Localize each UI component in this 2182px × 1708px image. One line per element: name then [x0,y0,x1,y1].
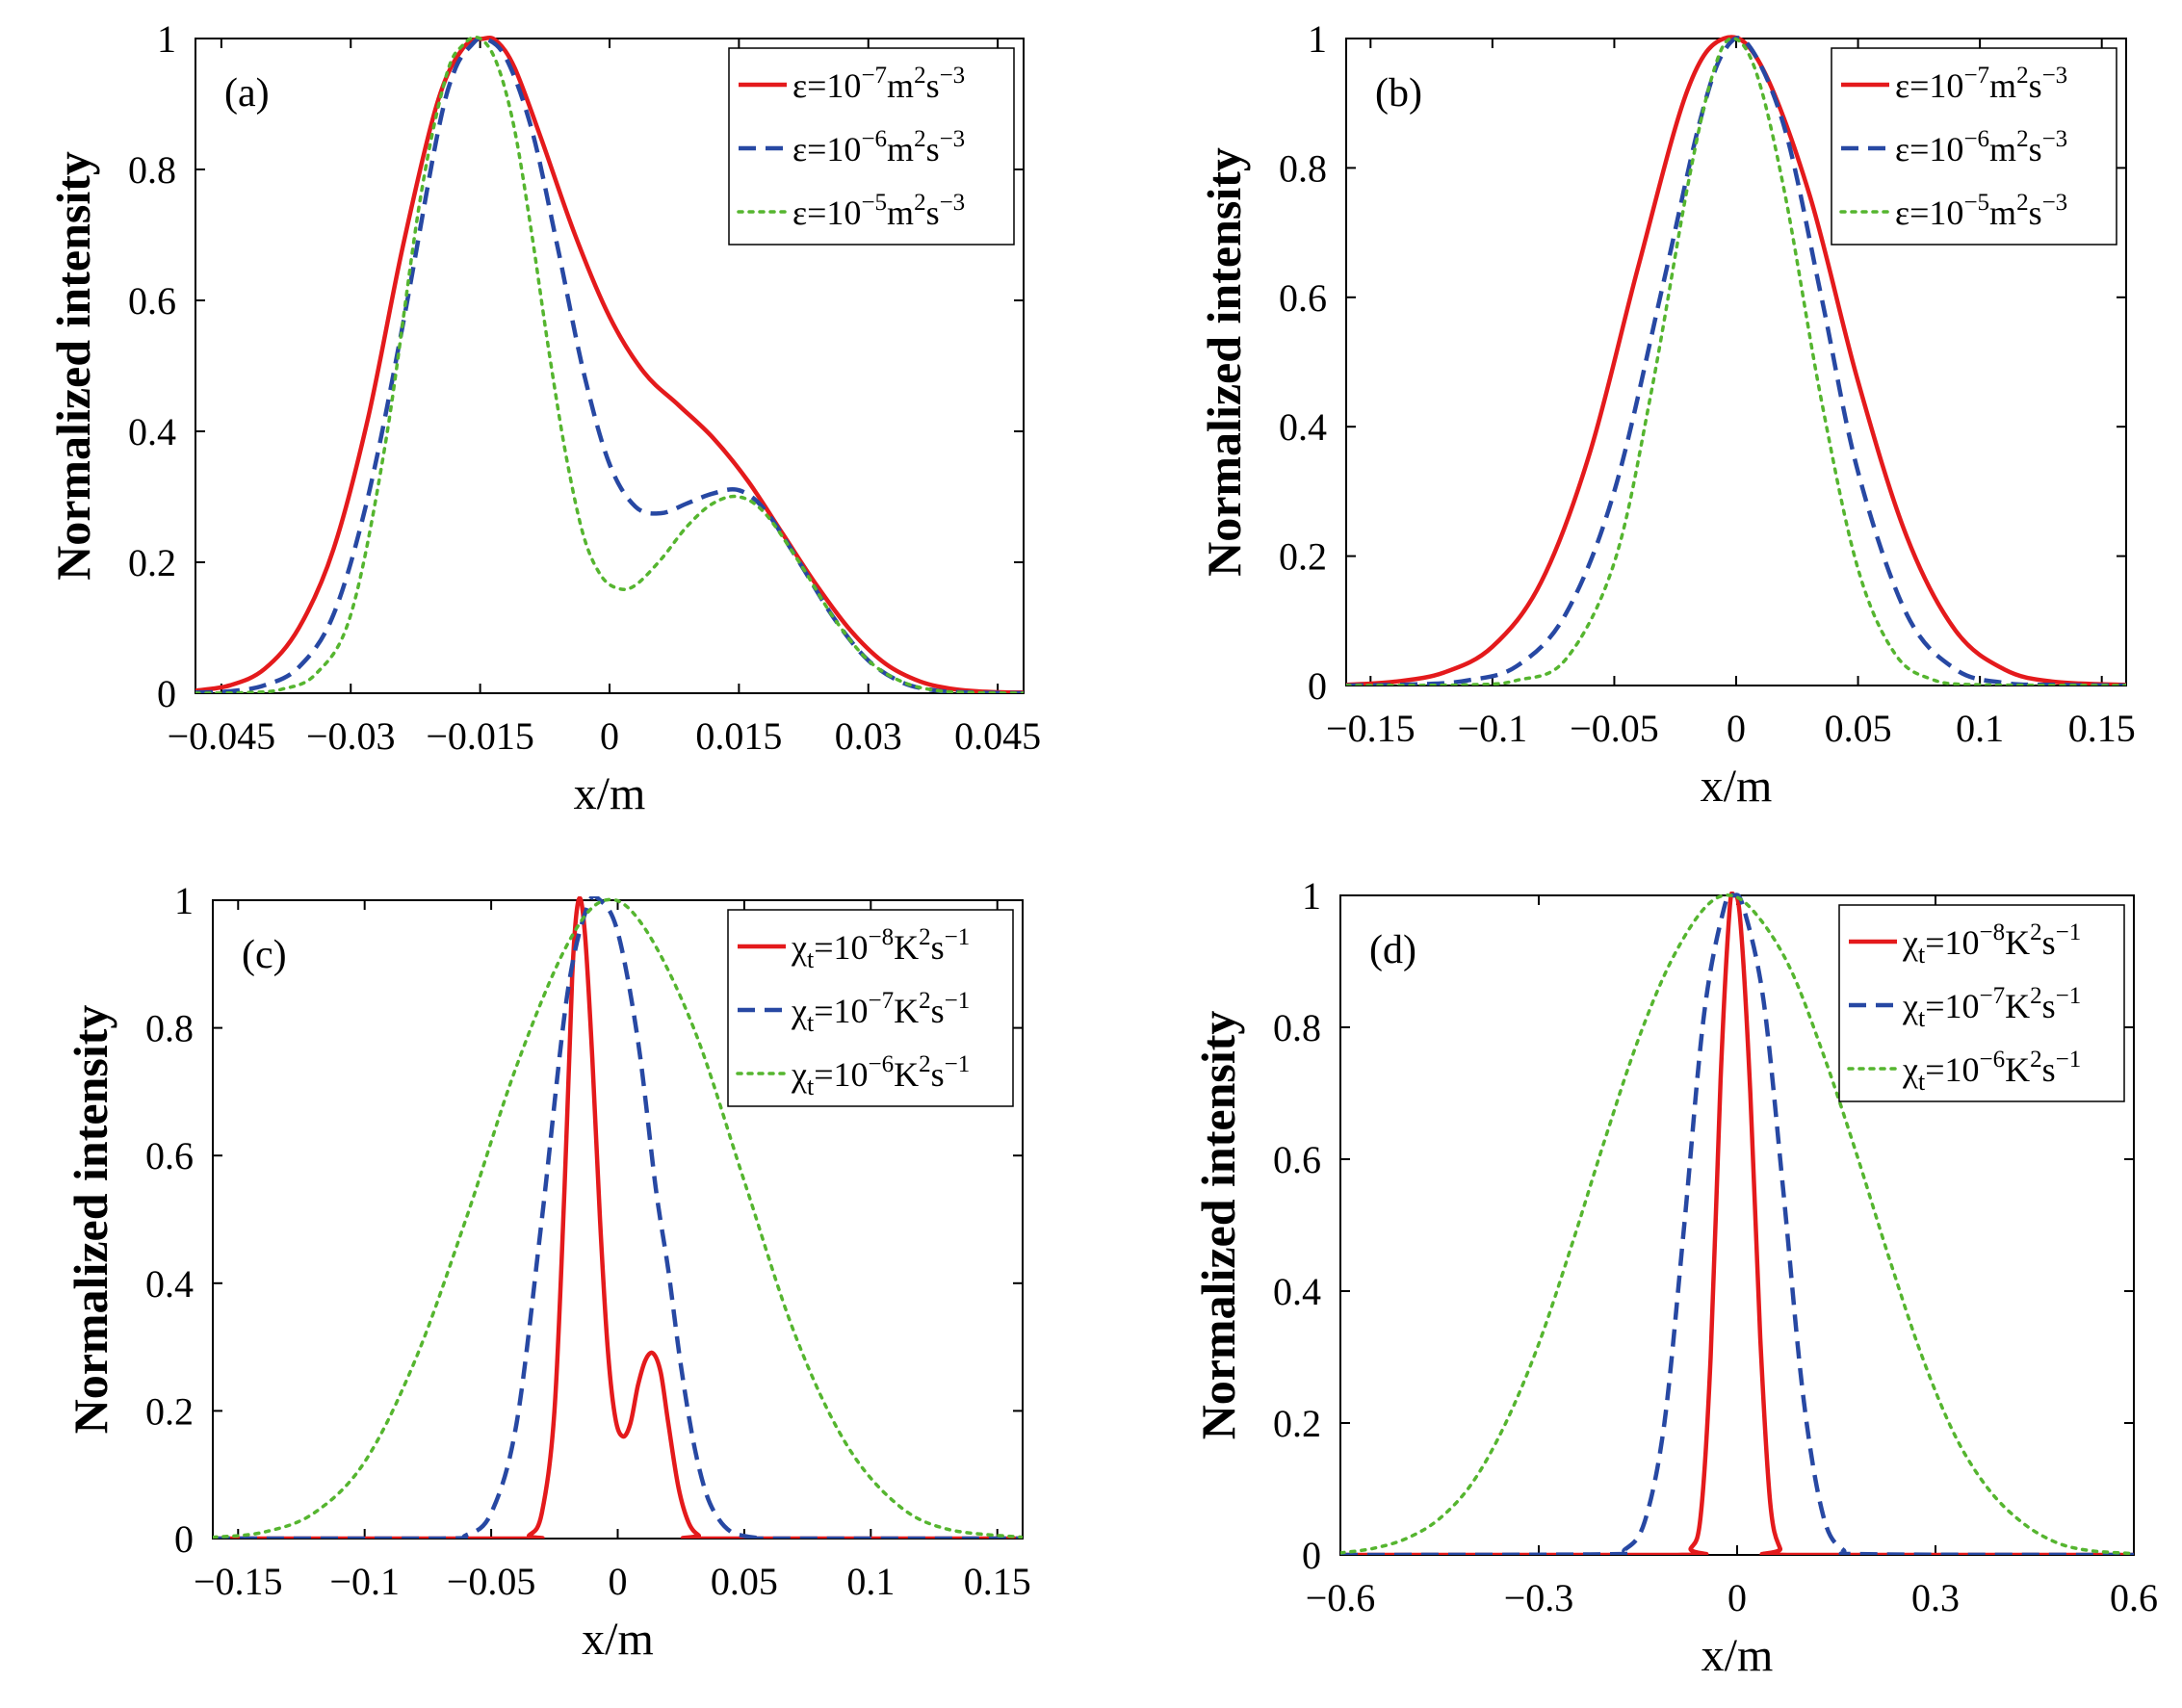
x-tick-label: 0 [600,714,619,758]
y-axis-label: Normalized intensity [1191,1011,1245,1440]
y-tick-label: 0.2 [145,1389,194,1433]
series-line-1 [213,896,1023,1539]
x-axis-label: x/m [574,768,646,819]
series-line-3 [1346,37,2126,686]
legend-entry-label: ε=10−7m2s−3 [792,63,965,105]
series-line-3 [195,35,1024,693]
x-tick-label: 0 [609,1560,628,1603]
x-tick-label: 0.15 [2068,707,2136,750]
y-tick-label: 0.4 [1279,405,1327,449]
y-tick-label: 0.8 [145,1007,194,1050]
y-tick-label: 0.8 [128,148,176,192]
y-axis-label: Normalized intensity [1197,147,1251,577]
x-axis-label: x/m [582,1614,654,1665]
x-tick-label: −0.1 [329,1560,400,1603]
x-tick-label: 0 [1727,707,1746,750]
x-tick-label: −0.15 [1326,707,1416,750]
x-tick-label: 0.1 [846,1560,895,1603]
y-tick-label: 0.2 [128,541,176,584]
panel-label: (c) [242,933,287,977]
x-tick-label: −0.1 [1458,707,1528,750]
legend-entry-label: χt=10−6K2s−1 [1902,1047,2081,1096]
series-line-1 [195,36,1024,693]
x-tick-label: −0.6 [1306,1576,1376,1619]
x-tick-label: −0.05 [1570,707,1659,750]
x-axis-label: x/m [1701,761,1773,812]
x-tick-label: 0.6 [2110,1576,2158,1619]
legend: ε=10−7m2s−3 ε=10−6m2s−3 ε=10−5m2s−3 [728,47,1015,246]
x-tick-label: 0.1 [1956,707,2004,750]
x-tick-label: 0.045 [954,714,1041,758]
x-tick-label: 0.03 [835,714,902,758]
x-tick-label: −0.045 [168,714,276,758]
y-tick-label: 0.8 [1279,146,1327,190]
legend-entry-label: ε=10−6m2s−3 [1895,126,2067,168]
x-tick-label: −0.3 [1504,1576,1574,1619]
legend-entry-label: χt=10−7K2s−1 [791,988,970,1037]
x-tick-label: −0.15 [194,1560,283,1603]
x-tick-label: −0.05 [447,1560,536,1603]
y-tick-label: 0.6 [1273,1138,1321,1181]
panel-label: (b) [1375,71,1422,116]
legend-entry-label: χt=10−8K2s−1 [1902,919,2081,969]
series-line-2 [213,896,1023,1539]
legend-entry-label: ε=10−6m2s−3 [792,126,965,168]
x-tick-label: 0.15 [964,1560,1031,1603]
x-tick-label: −0.03 [306,714,396,758]
x-tick-label: 0.05 [1825,707,1892,750]
y-tick-label: 0.4 [1273,1270,1321,1313]
series-line-1 [1346,35,2126,686]
panel-label: (a) [224,71,270,116]
y-tick-label: 1 [157,17,176,61]
x-axis-label: x/m [1701,1630,1774,1681]
x-tick-label: −0.015 [426,714,534,758]
y-tick-label: 0 [1308,664,1327,708]
legend-entry-label: ε=10−5m2s−3 [792,190,965,232]
legend: χt=10−8K2s−1 χt=10−7K2s−1 χt=10−6K2s−1 [727,909,1014,1107]
series-line-3 [1340,893,2134,1555]
y-tick-label: 0.2 [1273,1402,1321,1445]
y-tick-label: 0.6 [1279,276,1327,320]
y-tick-label: 0.6 [145,1134,194,1177]
y-tick-label: 0 [1302,1534,1321,1577]
x-tick-label: 0.05 [711,1560,778,1603]
y-tick-label: 0.6 [128,279,176,323]
legend-entry-label: χt=10−7K2s−1 [1902,983,2081,1032]
y-tick-label: 0 [174,1517,194,1561]
y-axis-label: Normalized intensity [46,151,100,581]
chart-panel-c: −0.15 −0.1 −0.05 0 0.05 0.1 0.15 0 0.2 0.4 0.6 0.8 1… [64,879,1031,1665]
legend-entry-label: χt=10−8K2s−1 [791,924,970,973]
y-axis-label: Normalized intensity [64,1005,117,1435]
y-tick-label: 1 [174,879,194,922]
y-tick-label: 0.4 [145,1262,194,1306]
y-tick-label: 1 [1308,17,1327,61]
y-tick-label: 0.2 [1279,535,1327,579]
legend-entry-label: χt=10−6K2s−1 [791,1051,970,1100]
series-line-2 [1340,892,2134,1555]
chart-panel-b: −0.15 −0.1 −0.05 0 0.05 0.1 0.15 0 0.2 0.4 0.6 0.8 1… [1197,17,2136,812]
panel-label: (d) [1369,928,1416,972]
series-line-3 [213,897,1023,1539]
legend: χt=10−8K2s−1 χt=10−7K2s−1 χt=10−6K2s−1 [1838,904,2125,1102]
legend-entry-label: ε=10−5m2s−3 [1895,190,2067,232]
legend: ε=10−7m2s−3 ε=10−6m2s−3 ε=10−5m2s−3 [1831,47,2117,246]
y-tick-label: 0.4 [128,410,176,453]
x-tick-label: 0.015 [695,714,782,758]
legend-entry-label: ε=10−7m2s−3 [1895,63,2067,105]
y-tick-label: 0.8 [1273,1006,1321,1049]
chart-panel-a: −0.045 −0.03 −0.015 0 0.015 0.03 0.045 0 0.2 0.4 0… [46,17,1041,819]
chart-panel-d: −0.6 −0.3 0 0.3 0.6 0 0.2 0.4 0.6 0.8 1 x/m Normaliz… [1191,874,2158,1681]
y-tick-label: 0 [157,672,176,715]
y-tick-label: 1 [1302,874,1321,918]
x-tick-label: 0 [1727,1576,1747,1619]
x-tick-label: 0.3 [1911,1576,1960,1619]
